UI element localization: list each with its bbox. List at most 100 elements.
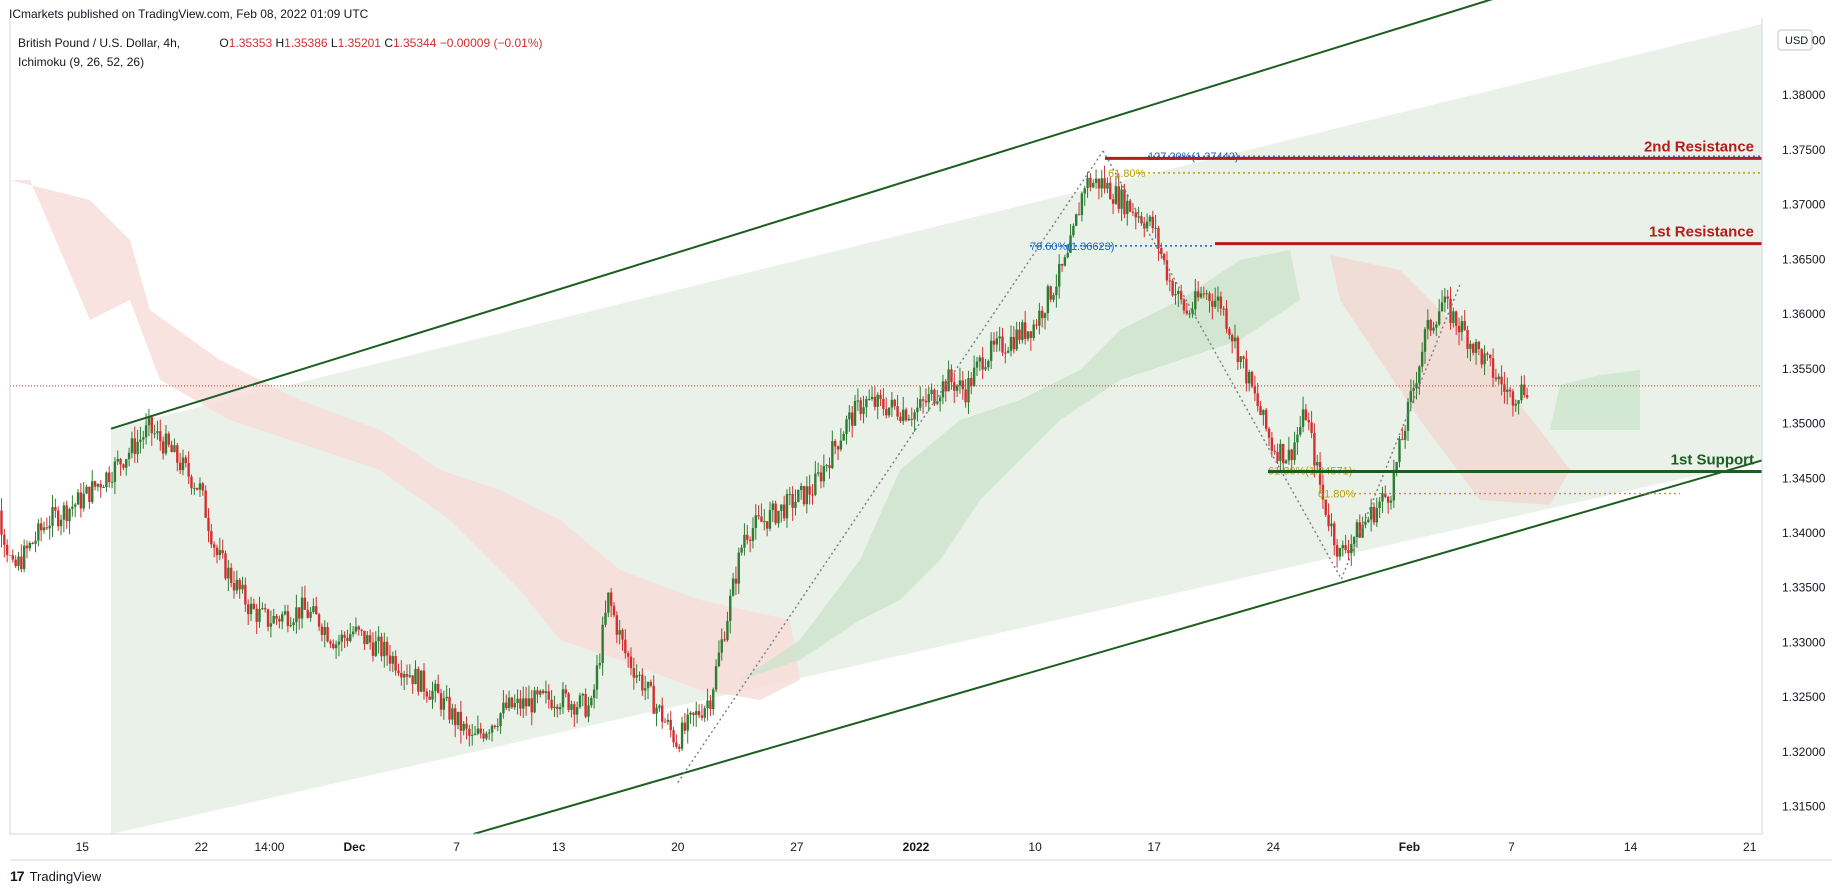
candle-down [425, 691, 429, 697]
candle-up [1361, 524, 1364, 538]
time-tick-label: Feb [1399, 840, 1420, 854]
candle-up [703, 708, 706, 718]
candle-up [947, 369, 950, 392]
candle-down [683, 722, 687, 731]
candle-up [391, 656, 395, 664]
candle-up [139, 439, 142, 442]
candle-up [737, 552, 740, 584]
candle-up [300, 597, 304, 619]
candle-down [1012, 336, 1016, 350]
candle-down [1486, 353, 1489, 355]
candle-down [1004, 352, 1007, 354]
candle-down [303, 597, 307, 610]
candle-up [496, 726, 499, 728]
candle-down [1196, 291, 1200, 298]
candle-up [913, 412, 916, 420]
candle-up [76, 492, 80, 505]
resistance-level-name: 2nd Resistance [1644, 138, 1754, 155]
price-tick-label: 1.31500 [1782, 800, 1826, 814]
candle-down [195, 487, 199, 490]
candle-down [1097, 178, 1101, 189]
candle-down [252, 603, 256, 609]
candle-up [125, 459, 128, 468]
candle-down [1480, 349, 1483, 365]
candle-up [218, 550, 222, 556]
candle-down [1256, 393, 1259, 407]
candle-up [553, 706, 556, 709]
candle-up [1440, 302, 1444, 312]
candle-down [5, 544, 9, 556]
candle-up [958, 380, 962, 386]
candle-up [408, 675, 412, 677]
candle-up [1301, 409, 1305, 427]
candle-up [1367, 519, 1370, 523]
candlesticks [0, 165, 1529, 753]
candle-down [1160, 248, 1163, 255]
tradingview-footer[interactable]: 17 TradingView [10, 868, 101, 884]
candle-down [850, 412, 854, 426]
candle-up [987, 360, 990, 368]
candle-down [811, 494, 814, 496]
time-tick-label: 10 [1028, 840, 1042, 854]
ichimoku-cloud-bullish [740, 250, 1300, 680]
candle-up [147, 417, 151, 426]
candle-down [1307, 419, 1310, 423]
candle-up [998, 336, 1001, 339]
candle-down [774, 503, 777, 524]
candle-down [550, 699, 553, 709]
candle-up [34, 540, 37, 544]
candle-up [902, 409, 905, 422]
candle-up [1106, 182, 1109, 189]
candle-up [1506, 389, 1509, 392]
candle-up [1423, 329, 1427, 352]
candle-up [797, 489, 800, 502]
candle-down [748, 539, 752, 541]
candle-down [439, 693, 443, 710]
price-tick-label: 1.37000 [1782, 198, 1826, 212]
candle-up [473, 733, 477, 735]
candle-up [1145, 221, 1149, 229]
candle-down [734, 578, 738, 584]
candle-up [1520, 384, 1523, 401]
candle-up [269, 623, 273, 627]
candle-up [680, 722, 684, 749]
candle-down [885, 409, 888, 416]
candle-up [1330, 523, 1333, 527]
candle-up [1233, 337, 1237, 342]
candle-up [927, 394, 930, 403]
candle-down [678, 746, 681, 749]
candle-down [567, 693, 570, 710]
candle-up [1395, 462, 1398, 472]
candle-up [354, 626, 358, 632]
candle-up [814, 473, 817, 495]
candle-up [28, 542, 32, 549]
candle-up [1046, 286, 1050, 314]
candle-up [1026, 331, 1030, 339]
time-tick-label: 14:00 [254, 840, 284, 854]
candle-up [1403, 430, 1407, 440]
candle-up [1188, 313, 1191, 315]
candle-down [453, 708, 457, 726]
candle-up [936, 401, 939, 404]
fib-level-label: 61.80% [1318, 489, 1356, 501]
candle-down [1111, 199, 1115, 204]
candle-up [130, 438, 134, 453]
candle-up [289, 625, 292, 627]
candle-up [1083, 188, 1086, 194]
candle-down [1128, 200, 1132, 212]
candle-up [1287, 449, 1291, 461]
candle-down [953, 382, 956, 391]
candle-down [765, 521, 769, 529]
symbol-title[interactable]: British Pound / U.S. Dollar, 4h, [18, 36, 181, 50]
candle-down [828, 465, 831, 469]
indicator-title[interactable]: Ichimoku (9, 26, 52, 26) [18, 55, 145, 69]
candle-down [371, 642, 375, 656]
candle-up [794, 501, 797, 508]
price-tick-label: 1.35500 [1782, 362, 1826, 376]
candle-up [768, 510, 772, 529]
candle-up [1092, 182, 1095, 188]
candle-up [456, 711, 460, 726]
candle-down [1179, 290, 1183, 300]
candle-down [1109, 182, 1112, 200]
